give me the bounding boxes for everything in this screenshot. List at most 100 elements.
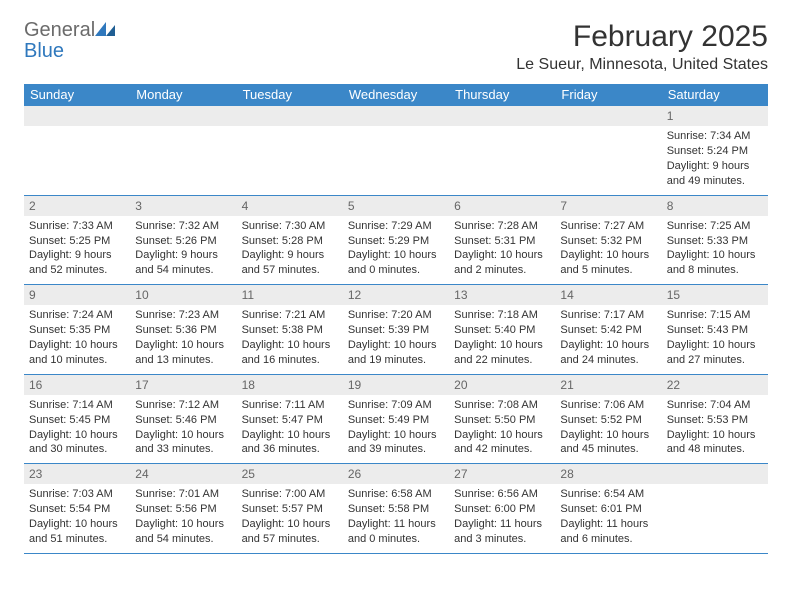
day-number: 16	[24, 375, 130, 395]
day-cell: 18 Sunrise: 7:11 AMSunset: 5:47 PMDayligh…	[237, 375, 343, 464]
day-number: 1	[662, 106, 768, 126]
day-number: 6	[449, 196, 555, 216]
day-number: 28	[555, 464, 661, 484]
day-info: Sunrise: 7:00 AMSunset: 5:57 PMDaylight:…	[242, 487, 338, 546]
day-info: Sunrise: 7:06 AMSunset: 5:52 PMDaylight:…	[560, 398, 656, 457]
day-number	[130, 106, 236, 126]
day-cell: 14Sunrise: 7:17 AMSunset: 5:42 PMDayligh…	[555, 285, 661, 374]
day-cell	[662, 464, 768, 553]
day-info: Sunrise: 6:54 AMSunset: 6:01 PMDaylight:…	[560, 487, 656, 546]
day-info: Sunrise: 7:30 AMSunset: 5:28 PMDaylight:…	[242, 219, 338, 278]
day-cell	[555, 106, 661, 195]
day-info: Sunrise: 6:56 AMSunset: 6:00 PMDaylight:…	[454, 487, 550, 546]
day-number: 18	[237, 375, 343, 395]
day-number: 22	[662, 375, 768, 395]
day-info: Sunrise: 7:09 AMSunset: 5:49 PMDaylight:…	[348, 398, 444, 457]
dow-monday: Monday	[130, 84, 236, 106]
day-number: 5	[343, 196, 449, 216]
day-number: 11	[237, 285, 343, 305]
day-info: Sunrise: 7:11 AMSunset: 5:47 PMDaylight:…	[242, 398, 338, 457]
week-row: 23 Sunrise: 7:03 AMSunset: 5:54 PMDayligh…	[24, 464, 768, 554]
day-info: Sunrise: 7:27 AMSunset: 5:32 PMDaylight:…	[560, 219, 656, 278]
dow-saturday: Saturday	[662, 84, 768, 106]
day-info: Sunrise: 7:33 AMSunset: 5:25 PMDaylight:…	[29, 219, 125, 278]
location-subtitle: Le Sueur, Minnesota, United States	[516, 56, 768, 74]
day-cell: 17 Sunrise: 7:12 AMSunset: 5:46 PMDayligh…	[130, 375, 236, 464]
dow-sunday: Sunday	[24, 84, 130, 106]
day-number: 21	[555, 375, 661, 395]
day-number: 8	[662, 196, 768, 216]
day-cell: 9Sunrise: 7:24 AMSunset: 5:35 PMDaylight…	[24, 285, 130, 374]
brand-logo: General Blue	[24, 20, 117, 62]
day-cell: 24Sunrise: 7:01 AMSunset: 5:56 PMDayligh…	[130, 464, 236, 553]
day-cell: 26Sunrise: 6:58 AMSunset: 5:58 PMDayligh…	[343, 464, 449, 553]
day-number: 15	[662, 285, 768, 305]
day-cell: 8 Sunrise: 7:25 AMSunset: 5:33 PMDaylight…	[662, 196, 768, 285]
day-info: Sunrise: 7:32 AMSunset: 5:26 PMDaylight:…	[135, 219, 231, 278]
day-cell	[130, 106, 236, 195]
day-info: Sunrise: 7:29 AMSunset: 5:29 PMDaylight:…	[348, 219, 444, 278]
day-cell: 13 Sunrise: 7:18 AMSunset: 5:40 PMDayligh…	[449, 285, 555, 374]
day-cell: 21 Sunrise: 7:06 AMSunset: 5:52 PMDayligh…	[555, 375, 661, 464]
day-cell	[237, 106, 343, 195]
day-cell: 5 Sunrise: 7:29 AMSunset: 5:29 PMDaylight…	[343, 196, 449, 285]
month-title: February 2025	[516, 20, 768, 54]
day-info: Sunrise: 7:28 AMSunset: 5:31 PMDaylight:…	[454, 219, 550, 278]
week-row: 2Sunrise: 7:33 AMSunset: 5:25 PMDaylight…	[24, 196, 768, 286]
day-number: 20	[449, 375, 555, 395]
week-row: 9Sunrise: 7:24 AMSunset: 5:35 PMDaylight…	[24, 285, 768, 375]
day-cell: 12Sunrise: 7:20 AMSunset: 5:39 PMDayligh…	[343, 285, 449, 374]
day-number: 23	[24, 464, 130, 484]
dow-wednesday: Wednesday	[343, 84, 449, 106]
day-info: Sunrise: 7:08 AMSunset: 5:50 PMDaylight:…	[454, 398, 550, 457]
day-number	[343, 106, 449, 126]
day-info: Sunrise: 7:04 AMSunset: 5:53 PMDaylight:…	[667, 398, 763, 457]
day-number	[237, 106, 343, 126]
dow-tuesday: Tuesday	[237, 84, 343, 106]
day-cell: 22 Sunrise: 7:04 AMSunset: 5:53 PMDayligh…	[662, 375, 768, 464]
day-info: Sunrise: 7:17 AMSunset: 5:42 PMDaylight:…	[560, 308, 656, 367]
day-number: 25	[237, 464, 343, 484]
day-info: Sunrise: 7:18 AMSunset: 5:40 PMDaylight:…	[454, 308, 550, 367]
day-number: 13	[449, 285, 555, 305]
week-row: 16 Sunrise: 7:14 AMSunset: 5:45 PMDayligh…	[24, 375, 768, 465]
day-number	[662, 464, 768, 484]
day-info: Sunrise: 7:01 AMSunset: 5:56 PMDaylight:…	[135, 487, 231, 546]
day-cell: 3 Sunrise: 7:32 AMSunset: 5:26 PMDaylight…	[130, 196, 236, 285]
day-cell: 19 Sunrise: 7:09 AMSunset: 5:49 PMDayligh…	[343, 375, 449, 464]
week-row: 1 Sunrise: 7:34 AMSunset: 5:24 PMDaylight…	[24, 106, 768, 196]
day-number: 19	[343, 375, 449, 395]
day-number: 3	[130, 196, 236, 216]
day-cell: 7Sunrise: 7:27 AMSunset: 5:32 PMDaylight…	[555, 196, 661, 285]
day-info: Sunrise: 7:12 AMSunset: 5:46 PMDaylight:…	[135, 398, 231, 457]
brand-general: General	[24, 19, 95, 41]
day-number	[24, 106, 130, 126]
day-number: 4	[237, 196, 343, 216]
day-info: Sunrise: 7:03 AMSunset: 5:54 PMDaylight:…	[29, 487, 125, 546]
day-number: 10	[130, 285, 236, 305]
day-cell: 4 Sunrise: 7:30 AMSunset: 5:28 PMDaylight…	[237, 196, 343, 285]
day-cell	[343, 106, 449, 195]
day-info: Sunrise: 7:34 AMSunset: 5:24 PMDaylight:…	[667, 129, 763, 188]
weekday-header-row: Sunday Monday Tuesday Wednesday Thursday…	[24, 84, 768, 106]
day-info: Sunrise: 7:21 AMSunset: 5:38 PMDaylight:…	[242, 308, 338, 367]
day-cell: 25 Sunrise: 7:00 AMSunset: 5:57 PMDayligh…	[237, 464, 343, 553]
dow-friday: Friday	[555, 84, 661, 106]
calendar-grid: 1 Sunrise: 7:34 AMSunset: 5:24 PMDaylight…	[24, 106, 768, 554]
day-cell: 6 Sunrise: 7:28 AMSunset: 5:31 PMDaylight…	[449, 196, 555, 285]
title-block: February 2025 Le Sueur, Minnesota, Unite…	[516, 20, 768, 74]
day-cell	[449, 106, 555, 195]
day-info: Sunrise: 7:15 AMSunset: 5:43 PMDaylight:…	[667, 308, 763, 367]
day-number	[449, 106, 555, 126]
calendar-page: General Blue February 2025 Le Sueur, Min…	[0, 0, 792, 566]
day-info: Sunrise: 7:14 AMSunset: 5:45 PMDaylight:…	[29, 398, 125, 457]
day-cell: 15 Sunrise: 7:15 AMSunset: 5:43 PMDayligh…	[662, 285, 768, 374]
day-info: Sunrise: 7:20 AMSunset: 5:39 PMDaylight:…	[348, 308, 444, 367]
day-number: 17	[130, 375, 236, 395]
page-header: General Blue February 2025 Le Sueur, Min…	[24, 20, 768, 74]
brand-blue: Blue	[24, 40, 64, 62]
day-info: Sunrise: 7:25 AMSunset: 5:33 PMDaylight:…	[667, 219, 763, 278]
brand-mark-icon	[95, 20, 117, 36]
day-number: 26	[343, 464, 449, 484]
day-cell: 23 Sunrise: 7:03 AMSunset: 5:54 PMDayligh…	[24, 464, 130, 553]
